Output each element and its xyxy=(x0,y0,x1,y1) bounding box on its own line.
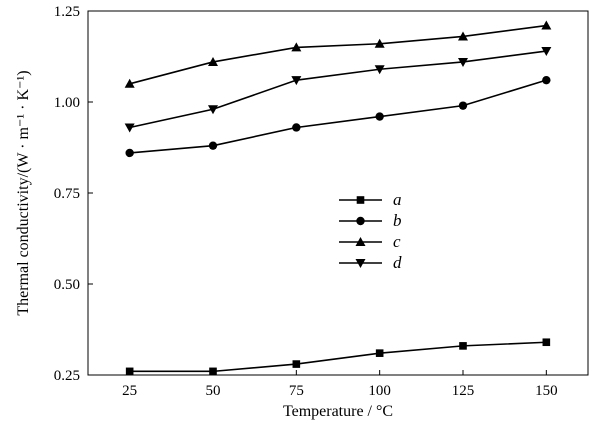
x-tick-label: 75 xyxy=(289,383,304,399)
data-point-a xyxy=(209,367,217,376)
data-point-c xyxy=(374,38,385,48)
x-ticks: 25 50 75 100 125 150 xyxy=(122,370,558,399)
legend-marker xyxy=(355,237,366,246)
x-tick-label: 100 xyxy=(368,383,391,399)
data-point-a xyxy=(375,349,384,357)
legend-marker xyxy=(356,216,365,226)
data-point-b xyxy=(542,75,551,85)
series-line-b xyxy=(129,79,547,154)
data-point-b xyxy=(292,123,301,132)
y-tick-label: 0.50 xyxy=(54,277,80,293)
data-point-d xyxy=(458,57,468,67)
data-point-d xyxy=(374,65,385,75)
y-tick-label: 1.25 xyxy=(54,4,80,20)
data-point-c xyxy=(124,78,135,88)
series-line-c xyxy=(129,24,547,85)
data-point-b xyxy=(208,141,218,150)
x-tick-label: 150 xyxy=(535,383,558,399)
series-line-d xyxy=(129,50,547,129)
legend-item-b: b xyxy=(339,211,402,230)
legend-item-c: c xyxy=(339,232,401,251)
data-point-c xyxy=(291,42,302,52)
data-point-d xyxy=(291,76,302,86)
y-tick-label: 0.25 xyxy=(54,368,80,384)
series-b xyxy=(125,75,551,158)
data-point-c xyxy=(458,31,468,41)
data-point-d xyxy=(541,47,552,57)
y-tick-label: 1.00 xyxy=(54,95,80,111)
data-point-d xyxy=(124,123,135,133)
data-point-a xyxy=(125,367,134,376)
data-point-b xyxy=(458,101,468,110)
data-point-b xyxy=(125,148,134,158)
x-tick-label: 25 xyxy=(122,383,137,399)
series-d xyxy=(124,47,552,133)
y-ticks: 0.25 0.50 0.75 1.00 1.25 xyxy=(54,4,93,384)
series-a xyxy=(125,338,551,376)
legend-marker xyxy=(356,196,365,204)
series-c xyxy=(124,20,552,88)
data-point-a xyxy=(292,360,301,368)
legend-label: b xyxy=(393,211,402,230)
data-point-a xyxy=(459,342,467,350)
y-axis-label: Thermal conductivity/(W · m⁻¹ · K⁻¹) xyxy=(15,70,32,315)
legend-item-d: d xyxy=(339,253,402,272)
data-point-c xyxy=(541,20,552,30)
series-line-a xyxy=(129,341,547,373)
legend-item-a: a xyxy=(339,190,402,209)
series-group xyxy=(124,20,552,376)
data-point-d xyxy=(208,105,218,115)
plot-frame xyxy=(87,10,589,376)
data-point-a xyxy=(542,338,551,347)
x-tick-label: 125 xyxy=(452,383,475,399)
x-axis-label: Temperature / °C xyxy=(283,403,393,420)
legend-label: c xyxy=(393,232,401,251)
data-point-b xyxy=(375,112,384,121)
legend-marker xyxy=(355,259,366,268)
x-tick-label: 50 xyxy=(206,383,221,399)
legend-label: d xyxy=(393,253,402,272)
data-point-c xyxy=(208,56,218,66)
y-tick-label: 0.75 xyxy=(54,186,80,202)
legend-label: a xyxy=(393,190,402,209)
